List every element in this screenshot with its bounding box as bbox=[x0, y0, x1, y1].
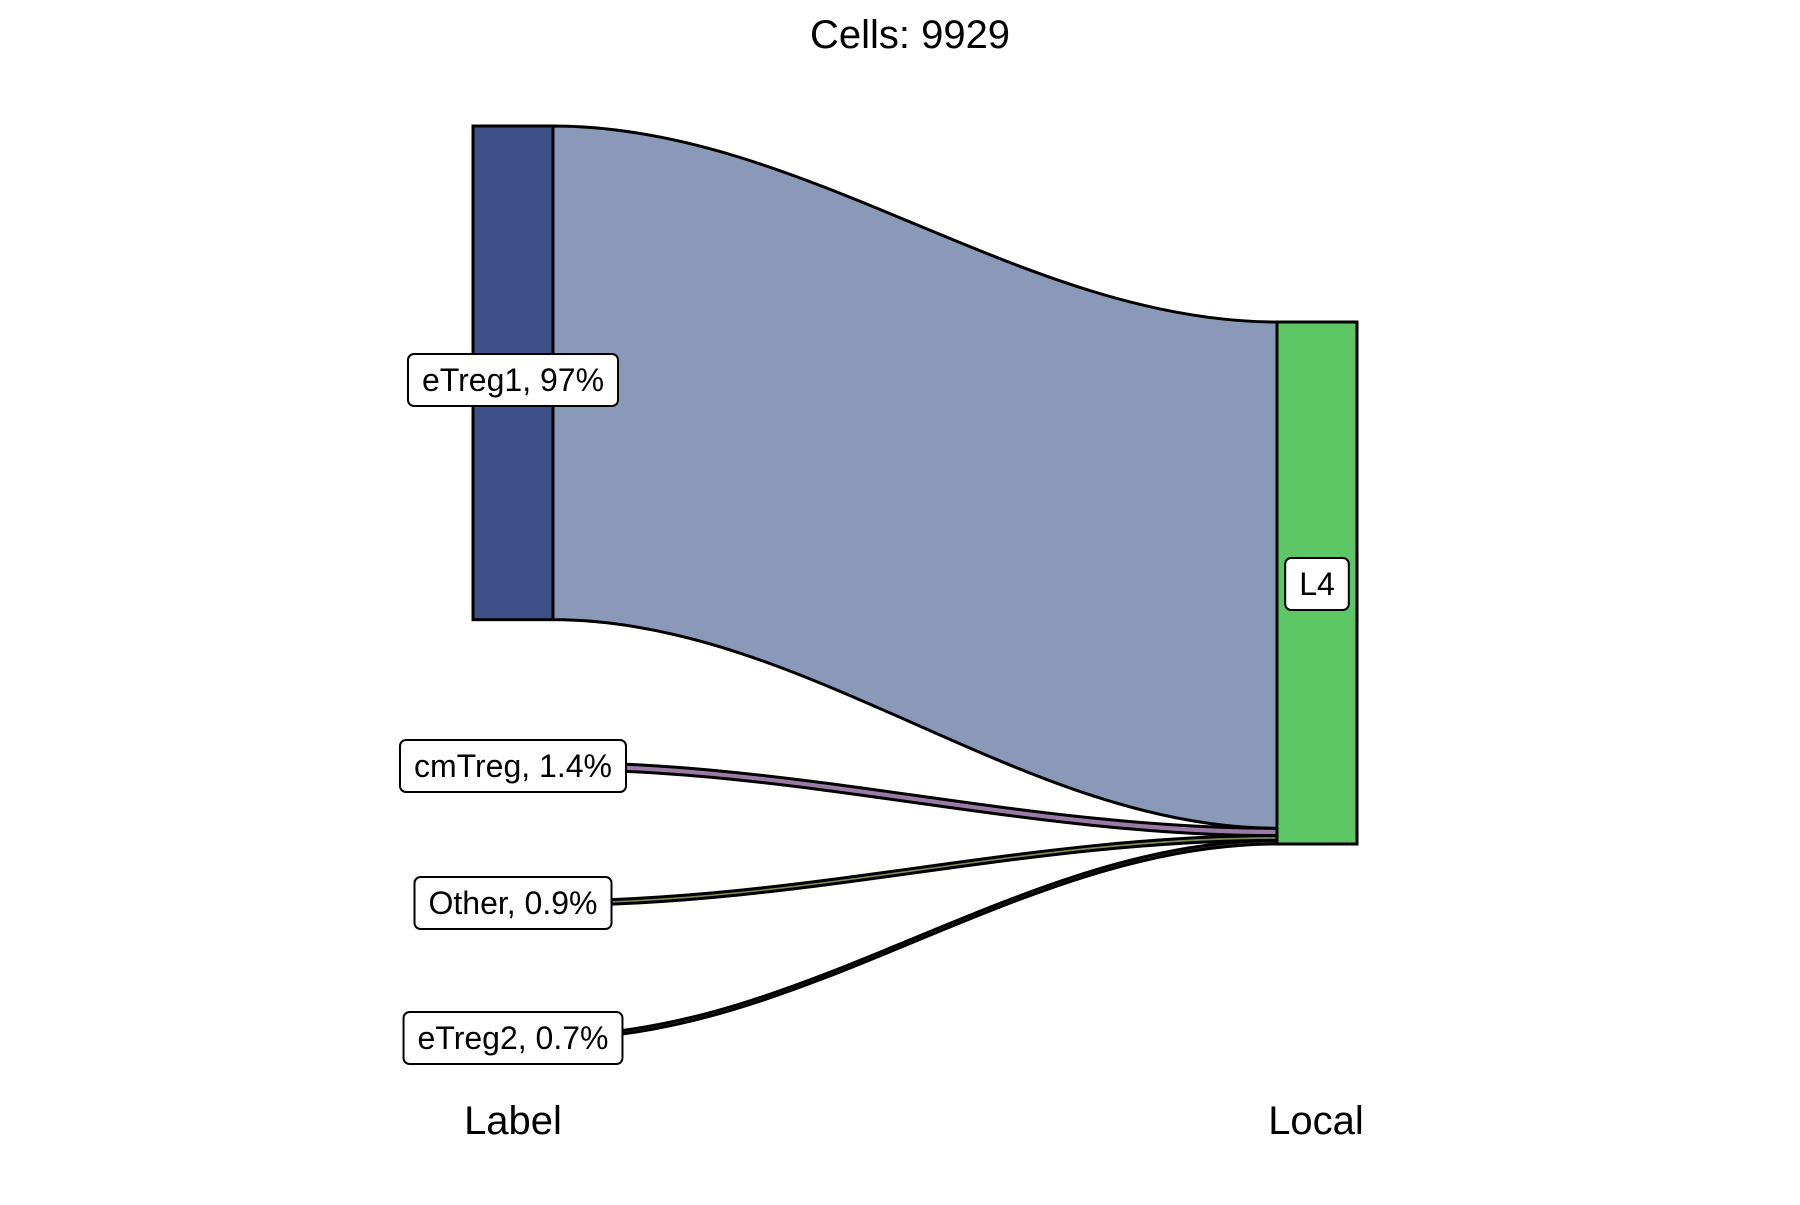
label-etreg2-text: eTreg2, 0.7% bbox=[418, 1020, 609, 1056]
label-etreg1-box bbox=[406, 353, 620, 407]
label-l4-text: L4 bbox=[1299, 566, 1335, 602]
axis-label-left: Label bbox=[464, 1099, 562, 1143]
flow-other-to-l4 bbox=[551, 834, 1279, 907]
axis-label-right: Local bbox=[1268, 1099, 1364, 1143]
label-other-box bbox=[413, 876, 613, 930]
label-l4: L4 bbox=[1284, 557, 1350, 611]
labels-group: eTreg1, 97% cmTreg, 1.4% Other, 0.9% eTreg2… bbox=[399, 353, 1350, 1065]
flows-group bbox=[551, 124, 1279, 1041]
chart-title: Cells: 9929 bbox=[810, 13, 1010, 57]
label-l4-box bbox=[1284, 557, 1350, 611]
label-cmtreg: cmTreg, 1.4% bbox=[399, 739, 627, 793]
label-cmtreg-text: cmTreg, 1.4% bbox=[414, 748, 612, 784]
label-other-text: Other, 0.9% bbox=[429, 885, 598, 921]
label-cmtreg-box bbox=[399, 739, 627, 793]
label-etreg2-box bbox=[402, 1011, 624, 1065]
label-other: Other, 0.9% bbox=[413, 876, 613, 930]
flow-etreg1-to-l4 bbox=[551, 124, 1279, 830]
label-etreg2: eTreg2, 0.7% bbox=[402, 1011, 624, 1065]
label-etreg1-text: eTreg1, 97% bbox=[422, 362, 604, 398]
label-etreg1: eTreg1, 97% bbox=[406, 353, 620, 407]
